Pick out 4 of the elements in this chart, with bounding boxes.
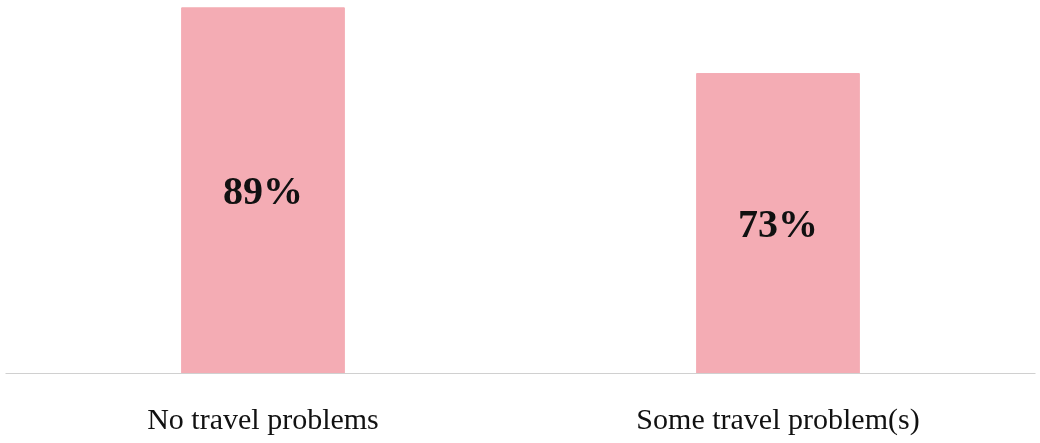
x-tick-label: No travel problems: [147, 401, 379, 435]
x-tick-label: Some travel problem(s): [636, 401, 920, 436]
data-label: 89%: [223, 168, 303, 214]
data-label: 73%: [738, 201, 818, 247]
